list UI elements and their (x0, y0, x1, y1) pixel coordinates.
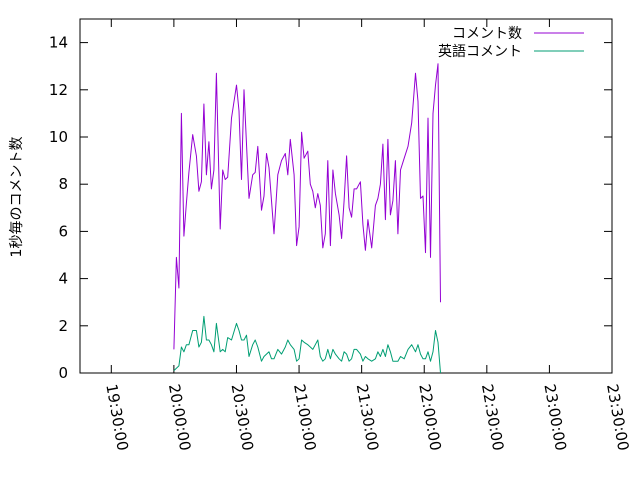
y-tick-label: 0 (58, 364, 68, 382)
y-tick-label: 2 (58, 317, 68, 335)
y-tick-label: 6 (58, 222, 68, 240)
x-tick-label: 21:00:00 (290, 383, 319, 452)
x-axis: 19:30:00 20:00:00 20:30:00 21:00:00 21:30:00… (102, 19, 632, 452)
y-tick-label: 8 (58, 175, 68, 193)
plot-frame (79, 18, 613, 374)
legend-label: コメント数 (452, 26, 522, 42)
y-tick-label: 12 (49, 81, 68, 99)
plot-border (79, 18, 613, 374)
x-tick-label: 19:30:00 (102, 383, 131, 452)
x-tick-label: 21:30:00 (353, 383, 382, 452)
y-tick-label: 10 (49, 128, 68, 146)
series-line-english-comments (173, 315, 441, 374)
x-tick-label: 20:00:00 (165, 383, 194, 452)
y-axis-label: 1秒毎のコメント数 (9, 137, 25, 258)
series-line-comments (173, 63, 441, 350)
y-axis: 0 2 4 6 8 10 12 14 (49, 34, 612, 382)
x-tick-label: 20:30:00 (228, 383, 257, 452)
x-tick-label: 22:30:00 (478, 383, 507, 452)
y-tick-label: 4 (58, 270, 68, 288)
x-tick-label: 23:00:00 (540, 383, 569, 452)
x-tick-label: 22:00:00 (415, 383, 444, 452)
legend-label: 英語コメント (438, 43, 522, 60)
series-lines (173, 63, 441, 374)
x-tick-label: 23:30:00 (603, 383, 632, 452)
y-tick-label: 14 (49, 34, 68, 52)
